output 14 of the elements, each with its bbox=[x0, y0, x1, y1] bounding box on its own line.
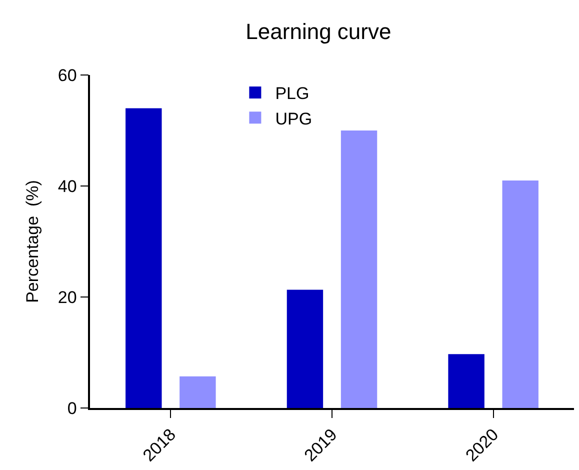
y-tick-label: 40 bbox=[58, 176, 77, 196]
y-tick-label: 60 bbox=[58, 66, 77, 85]
bar bbox=[502, 180, 538, 408]
chart-title: Learning curve bbox=[246, 18, 392, 44]
y-axis-title: Percentage (%) bbox=[22, 180, 42, 303]
bar bbox=[180, 376, 216, 408]
bar bbox=[340, 130, 378, 408]
y-tick-label: 20 bbox=[58, 288, 77, 307]
bar bbox=[286, 290, 324, 408]
y-tick-label: 0 bbox=[67, 398, 77, 418]
bar bbox=[126, 108, 162, 408]
bar bbox=[448, 354, 484, 408]
legend-label: PLG bbox=[275, 84, 310, 104]
legend-label: UPG bbox=[275, 109, 312, 128]
